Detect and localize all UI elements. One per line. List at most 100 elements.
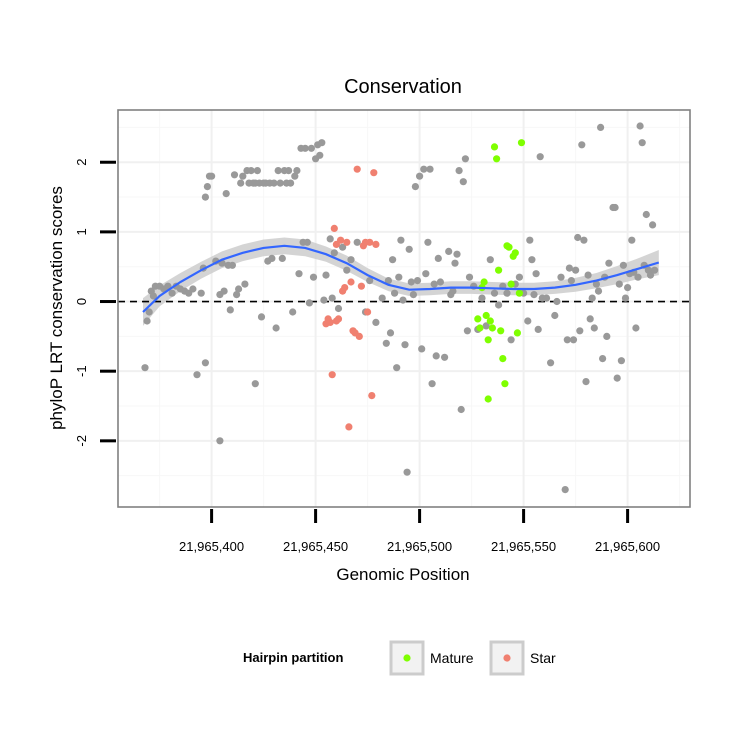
point-star bbox=[347, 278, 355, 286]
point-mature bbox=[511, 249, 519, 257]
point-mature bbox=[490, 143, 499, 151]
point-mature bbox=[499, 355, 507, 363]
point-other bbox=[490, 289, 499, 297]
y-tick-label: -1 bbox=[74, 365, 89, 377]
point-star bbox=[345, 423, 353, 431]
x-tick-label: 21,965,500 bbox=[387, 539, 452, 554]
point-other bbox=[530, 291, 538, 299]
point-other bbox=[287, 179, 295, 187]
y-tick-label: 1 bbox=[74, 228, 89, 235]
point-mature bbox=[501, 380, 509, 388]
point-other bbox=[426, 165, 434, 173]
point-other bbox=[143, 317, 151, 325]
point-star bbox=[341, 284, 349, 292]
plot-border bbox=[117, 109, 691, 508]
x-tick-label: 21,965,450 bbox=[283, 539, 348, 554]
x-tick-label: 21,965,400 bbox=[179, 539, 244, 554]
point-other bbox=[551, 311, 559, 320]
point-other bbox=[590, 324, 598, 332]
point-other bbox=[453, 250, 461, 258]
point-other bbox=[628, 236, 636, 244]
point-other bbox=[503, 289, 511, 297]
point-other bbox=[441, 353, 449, 361]
point-other bbox=[576, 327, 584, 335]
point-other bbox=[305, 299, 313, 307]
point-other bbox=[235, 285, 243, 293]
point-other bbox=[536, 153, 544, 161]
point-other bbox=[307, 144, 315, 152]
point-other bbox=[366, 277, 374, 285]
point-other bbox=[401, 341, 409, 349]
point-other bbox=[430, 280, 438, 288]
smooth-confidence-band bbox=[143, 237, 659, 326]
point-other bbox=[233, 291, 241, 299]
point-other bbox=[320, 296, 328, 304]
point-other bbox=[309, 273, 318, 281]
point-other bbox=[569, 336, 578, 344]
points-layer bbox=[141, 122, 659, 494]
point-other bbox=[486, 256, 494, 264]
point-other bbox=[428, 380, 436, 388]
point-other bbox=[524, 317, 532, 325]
point-other bbox=[651, 266, 659, 274]
point-star bbox=[366, 238, 374, 246]
point-other bbox=[409, 291, 417, 299]
point-other bbox=[638, 139, 646, 147]
smooth-line-layer bbox=[142, 244, 660, 313]
point-other bbox=[424, 238, 432, 246]
point-mature bbox=[515, 289, 524, 297]
point-other bbox=[253, 167, 261, 175]
point-other bbox=[646, 271, 655, 279]
point-other bbox=[621, 294, 630, 302]
point-other bbox=[563, 336, 571, 344]
point-other bbox=[168, 289, 176, 297]
point-mature bbox=[507, 280, 515, 288]
point-other bbox=[247, 167, 255, 175]
point-other bbox=[534, 325, 542, 333]
x-tick-label: 21,965,600 bbox=[595, 539, 660, 554]
point-mature bbox=[497, 327, 505, 335]
point-other bbox=[339, 243, 347, 251]
point-star bbox=[353, 165, 361, 173]
point-other bbox=[420, 165, 428, 173]
point-other bbox=[615, 280, 623, 288]
point-other bbox=[316, 151, 324, 159]
point-other bbox=[478, 294, 486, 302]
point-other bbox=[189, 285, 197, 293]
legend-label-mature: Mature bbox=[430, 650, 474, 666]
point-other bbox=[613, 374, 621, 382]
point-other bbox=[303, 238, 311, 246]
point-other bbox=[495, 301, 503, 309]
point-other bbox=[197, 289, 205, 297]
point-other bbox=[397, 236, 405, 244]
point-other bbox=[611, 203, 619, 212]
point-other bbox=[372, 318, 380, 326]
plot-background bbox=[118, 110, 690, 507]
x-axis-label: Genomic Position bbox=[336, 565, 469, 584]
point-other bbox=[384, 277, 392, 285]
point-star bbox=[337, 236, 345, 244]
point-mature bbox=[517, 139, 526, 147]
point-other bbox=[405, 245, 413, 253]
point-other bbox=[268, 254, 276, 262]
point-other bbox=[330, 249, 338, 257]
point-other bbox=[542, 294, 551, 302]
y-tick-label: 2 bbox=[74, 159, 89, 166]
point-other bbox=[393, 364, 401, 372]
point-other bbox=[293, 167, 301, 175]
point-other bbox=[403, 468, 411, 476]
point-other bbox=[526, 236, 534, 244]
point-other bbox=[582, 378, 590, 386]
point-other bbox=[457, 405, 465, 414]
point-other bbox=[617, 357, 626, 365]
point-other bbox=[436, 278, 444, 286]
point-other bbox=[251, 380, 259, 388]
point-other bbox=[193, 371, 201, 379]
point-other bbox=[391, 289, 399, 297]
y-axis: -2 -1 0 1 2 bbox=[74, 159, 116, 447]
point-mature bbox=[495, 266, 503, 274]
point-other bbox=[603, 332, 611, 340]
point-other bbox=[149, 292, 157, 300]
y-tick-label: -2 bbox=[74, 435, 89, 447]
point-mature bbox=[493, 155, 501, 163]
